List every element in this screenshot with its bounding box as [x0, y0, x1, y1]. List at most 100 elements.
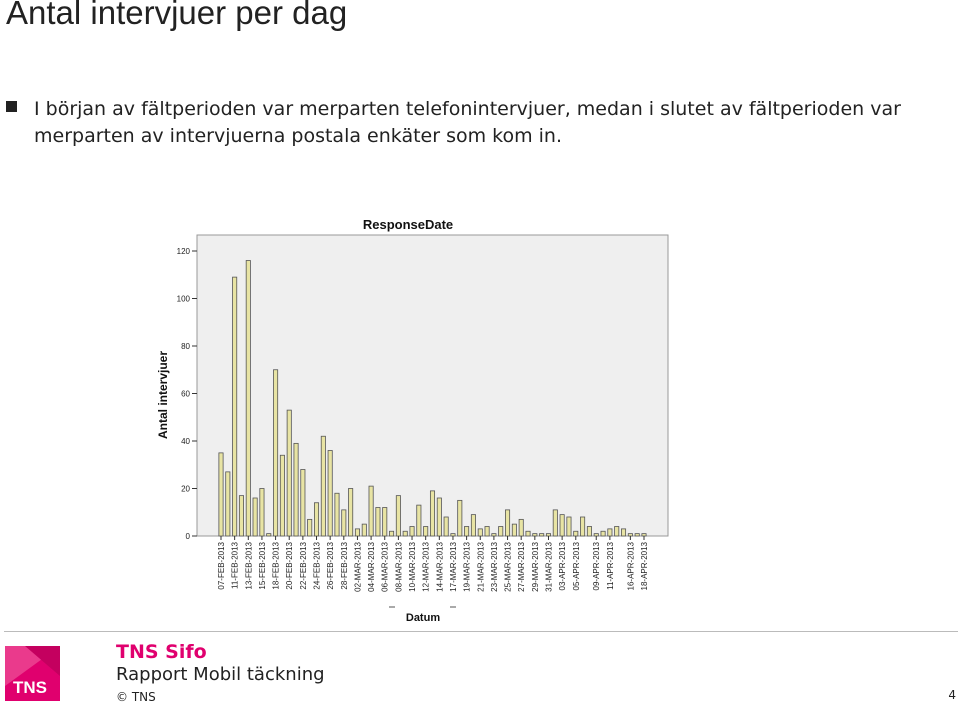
y-tick-label: 80 [181, 342, 190, 351]
bar [559, 514, 565, 537]
x-tick-label: 19-MAR-2013 [463, 541, 472, 591]
bar [375, 507, 381, 537]
bar [279, 454, 285, 537]
bar [395, 495, 401, 537]
x-axis-label: Datum [406, 612, 440, 624]
footer-divider [4, 631, 958, 632]
bar [641, 533, 647, 537]
y-tick-label: 120 [177, 247, 191, 256]
bar [491, 533, 497, 537]
x-tick-label: 13-FEB-2013 [244, 541, 253, 589]
bullet-text: I början av fältperioden var merparten t… [34, 98, 901, 147]
y-tick-label: 60 [181, 390, 190, 399]
x-tick-label: 25-MAR-2013 [504, 541, 513, 591]
x-tick-label: 22-FEB-2013 [299, 541, 308, 589]
x-tick-label: 12-MAR-2013 [422, 541, 431, 591]
bar [518, 518, 524, 537]
brand-name: TNS Sifo [116, 641, 207, 663]
y-axis-label: Antal intervjuer [156, 351, 170, 439]
bar [327, 450, 333, 537]
bar [348, 488, 354, 537]
bar [566, 516, 572, 537]
bar [341, 509, 347, 537]
x-tick-label: 21-MAR-2013 [476, 541, 485, 591]
x-tick-label: 07-FEB-2013 [217, 541, 226, 589]
bar [532, 533, 538, 537]
x-tick-label: 27-MAR-2013 [517, 541, 526, 591]
chart-svg: ResponseDate Antal intervjuer Datum 0 20 4… [156, 217, 669, 624]
bar [477, 528, 483, 537]
bar [389, 530, 395, 537]
x-tick-label: 16-APR-2013 [626, 541, 635, 590]
bar [361, 523, 367, 537]
bar [314, 502, 320, 537]
bar [238, 495, 244, 537]
bar [286, 409, 292, 537]
bar [525, 530, 531, 537]
x-tick-label: 03-APR-2013 [558, 541, 567, 590]
chart: ResponseDate Antal intervjuer Datum 0 20 4… [150, 210, 680, 629]
page-title: Antal intervjuer per dag [6, 0, 348, 31]
y-tick-label: 0 [186, 532, 191, 541]
x-tick-label: 17-MAR-2013 [449, 541, 458, 591]
bar [300, 469, 306, 537]
bar [382, 507, 388, 537]
bar [580, 516, 586, 537]
x-tick-label: 24-FEB-2013 [313, 541, 322, 589]
bar [505, 509, 511, 537]
bar [552, 509, 558, 537]
bar [450, 533, 456, 537]
bar [607, 528, 613, 537]
bar [429, 490, 436, 537]
y-tick-label: 100 [177, 295, 191, 304]
bar [409, 526, 415, 537]
x-tick-label: 09-APR-2013 [592, 541, 601, 590]
x-tick-label: 31-MAR-2013 [544, 541, 553, 591]
bar [443, 516, 449, 537]
bar [627, 533, 633, 537]
bar [464, 526, 470, 537]
bar [368, 485, 374, 537]
x-tick-label: 08-MAR-2013 [394, 541, 403, 591]
logo-text: TNS [13, 678, 47, 697]
x-tick-label: 29-MAR-2013 [531, 541, 540, 591]
bar [320, 435, 326, 537]
x-tick-label: 26-FEB-2013 [326, 541, 335, 589]
bar [252, 497, 258, 537]
bar [245, 260, 251, 537]
bar [232, 276, 238, 537]
x-tick-label: 15-FEB-2013 [258, 541, 267, 589]
x-tick-label: 28-FEB-2013 [340, 541, 349, 589]
bar [621, 528, 627, 537]
bar [423, 526, 429, 537]
x-tick-label: 11-FEB-2013 [231, 541, 240, 589]
bar [266, 533, 272, 537]
x-tick-label: 02-MAR-2013 [353, 541, 362, 591]
copyright: © TNS [116, 690, 156, 704]
bar [539, 533, 545, 537]
x-tick-label: 10-MAR-2013 [408, 541, 417, 591]
x-tick-label: 04-MAR-2013 [367, 541, 376, 591]
y-tick-label: 20 [181, 485, 190, 494]
bar [307, 518, 313, 537]
logo-pattern-icon [5, 646, 60, 686]
bullet-square-icon [6, 101, 17, 112]
bar [470, 514, 476, 537]
x-tick-label: 14-MAR-2013 [435, 541, 444, 591]
bar [457, 499, 463, 537]
bar [511, 523, 517, 537]
bar [259, 488, 265, 537]
tns-logo: TNS [5, 646, 60, 701]
bar [600, 530, 606, 537]
bar [293, 442, 299, 537]
bar [593, 533, 599, 537]
x-tick-label: 23-MAR-2013 [490, 541, 499, 591]
bar [545, 533, 551, 537]
bar [498, 526, 504, 537]
bar [273, 369, 279, 537]
chart-title: ResponseDate [363, 217, 453, 232]
page-number: 4 [948, 688, 956, 702]
report-name: Rapport Mobil täckning [116, 664, 325, 685]
bar [225, 471, 231, 537]
bar [402, 530, 408, 537]
